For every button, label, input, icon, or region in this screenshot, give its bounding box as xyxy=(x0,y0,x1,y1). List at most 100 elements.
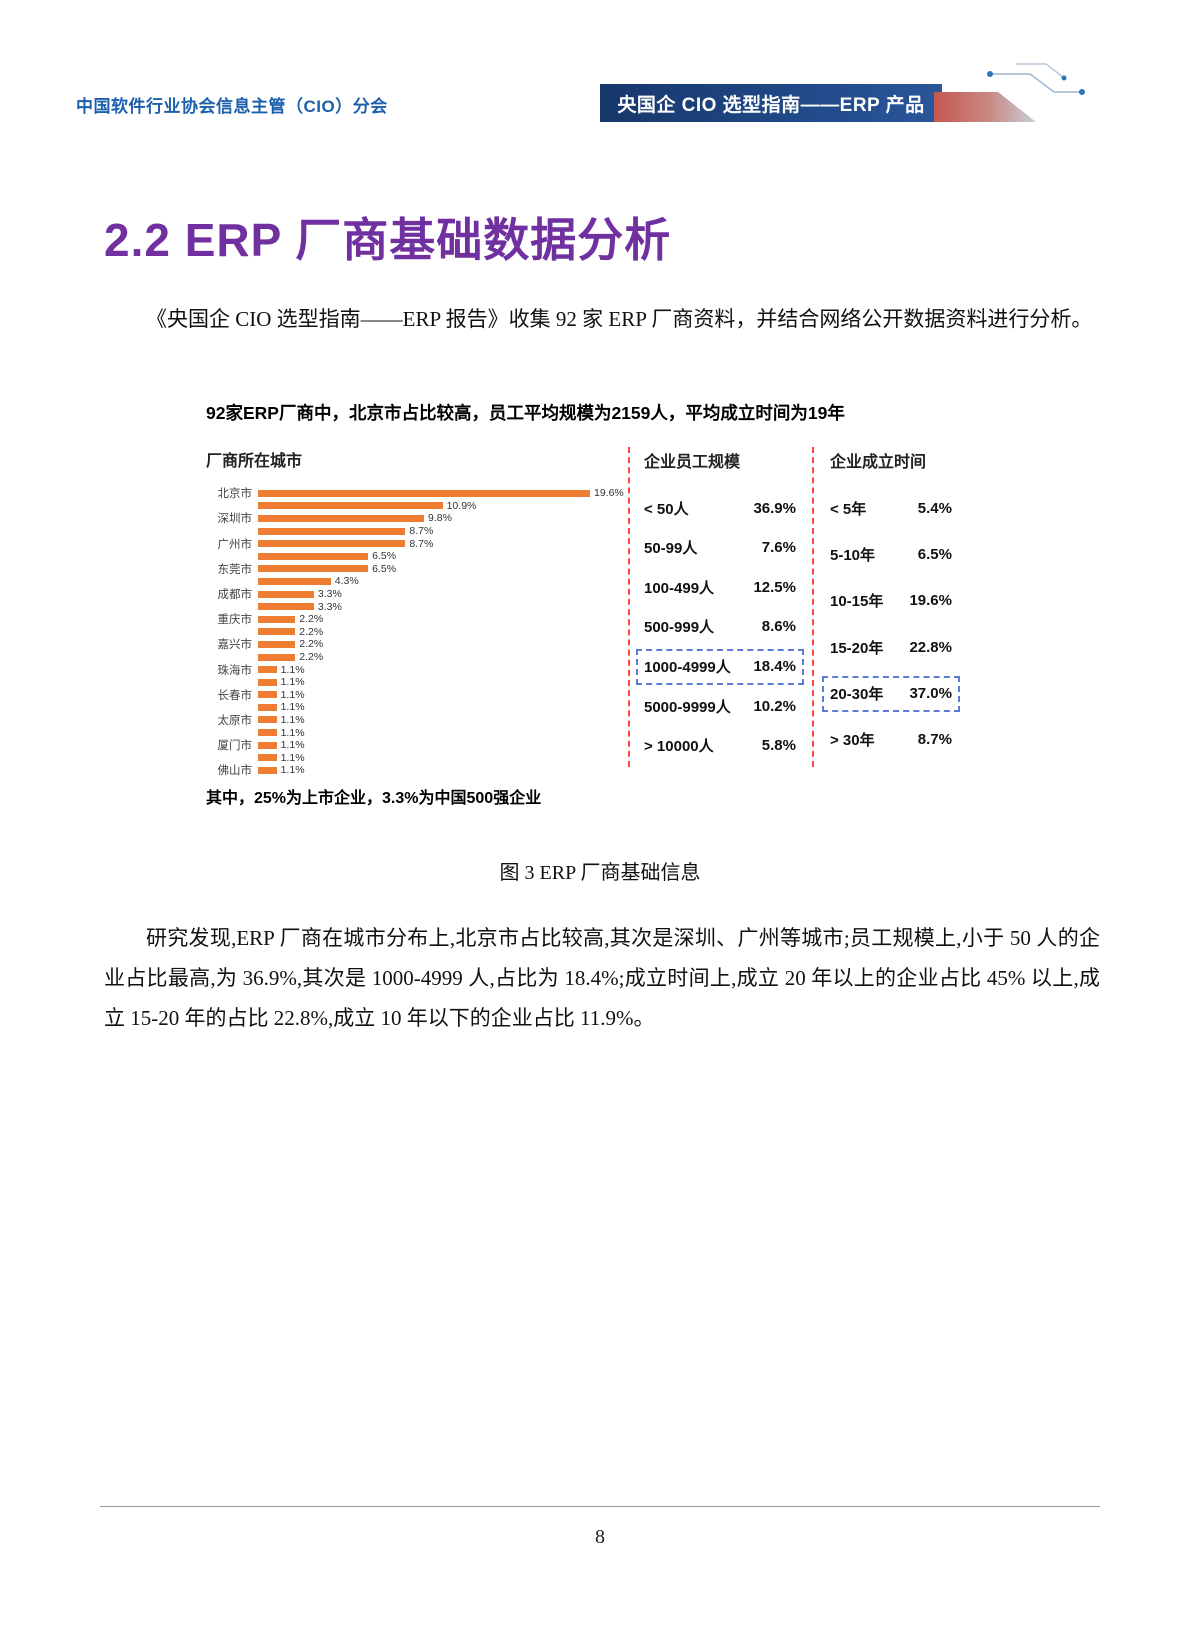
bar xyxy=(258,502,443,510)
stat-row: 5-10年 6.5% xyxy=(830,544,952,564)
chart-note: 其中，25%为上市企业，3.3%为中国500强企业 xyxy=(206,790,542,807)
bar xyxy=(258,691,277,699)
bar-row: 太原市 1.1% xyxy=(206,714,636,727)
bar-row: 重庆市 2.2% xyxy=(206,613,636,626)
bar-row: 2.2% xyxy=(206,626,636,639)
stat-row: 50-99人 7.6% xyxy=(644,538,796,558)
bar xyxy=(258,552,369,560)
bar-city-label: 成都市 xyxy=(217,589,253,602)
bar-value: 19.6% xyxy=(594,487,624,500)
bar-row: 北京市 19.6% xyxy=(206,487,636,500)
bar-value: 1.1% xyxy=(280,701,305,714)
bar-value: 2.2% xyxy=(299,651,324,664)
footer-divider xyxy=(100,1506,1100,1507)
bar xyxy=(258,640,296,648)
bar xyxy=(258,565,369,573)
stat-value: 8.6% xyxy=(761,618,796,636)
bar-row: 长春市 1.1% xyxy=(206,689,636,702)
bar xyxy=(258,754,277,762)
bar-row: 成都市 3.3% xyxy=(206,588,636,601)
bar-value: 3.3% xyxy=(317,600,342,613)
association-header: 中国软件行业协会信息主管（CIO）分会 xyxy=(76,97,388,116)
bar-city-label: 深圳市 xyxy=(217,513,253,526)
bar-row: 2.2% xyxy=(206,651,636,664)
bar-city-label: 太原市 xyxy=(217,714,253,727)
bar-row: 厦门市 1.1% xyxy=(206,739,636,752)
stat-row: 20-30年 37.0% xyxy=(822,675,960,712)
stat-label: < 5年 xyxy=(830,500,867,518)
employee-size-column: 企业员工规模 < 50人 36.9% 50-99人 7.6% 100-499人 12.5%… xyxy=(636,448,804,756)
bar-value: 8.7% xyxy=(409,537,434,550)
bar-value: 2.2% xyxy=(299,613,324,626)
stat-value: 5.4% xyxy=(917,499,952,517)
stat-label: 15-20年 xyxy=(830,639,884,657)
bar-row: 10.9% xyxy=(206,500,636,513)
bar xyxy=(258,653,296,661)
bar xyxy=(258,489,590,497)
stat-row: < 50人 36.9% xyxy=(644,498,796,518)
city-chart-title: 厂商所在城市 xyxy=(206,453,303,470)
bar-row: 1.1% xyxy=(206,751,636,764)
stat-label: > 10000人 xyxy=(644,738,714,756)
employee-stat-rows: < 50人 36.9% 50-99人 7.6% 100-499人 12.5% 500-999… xyxy=(636,498,804,756)
stat-label: 1000-4999人 xyxy=(644,659,731,677)
stat-label: 20-30年 xyxy=(830,686,884,704)
stat-label: 500-999人 xyxy=(644,619,715,637)
stat-label: 5-10年 xyxy=(830,546,876,564)
bar-value: 1.1% xyxy=(280,688,305,701)
bar-city-label: 珠海市 xyxy=(217,664,253,677)
section-title: 2.2 ERP 厂商基础数据分析 xyxy=(104,214,672,266)
bar-row: 佛山市 1.1% xyxy=(206,764,636,777)
figure-caption: 图 3 ERP 厂商基础信息 xyxy=(499,862,701,884)
bar-city-label: 佛山市 xyxy=(217,765,253,778)
stat-row: > 10000人 5.8% xyxy=(644,736,796,756)
bar xyxy=(258,527,406,535)
stat-value: 36.9% xyxy=(753,499,796,517)
bar-value: 2.2% xyxy=(299,625,324,638)
stat-label: 100-499人 xyxy=(644,579,715,597)
bar xyxy=(258,540,406,548)
stat-value: 37.0% xyxy=(909,685,952,703)
bar xyxy=(258,615,296,623)
stat-value: 7.6% xyxy=(761,539,796,557)
chart-headline: 92家ERP厂商中，北京市占比较高，员工平均规模为2159人，平均成立时间为19… xyxy=(206,403,845,423)
bar-row: 4.3% xyxy=(206,575,636,588)
stat-value: 12.5% xyxy=(753,578,796,596)
bar xyxy=(258,678,277,686)
stat-row: 5000-9999人 10.2% xyxy=(644,696,796,716)
bar-city-label: 厦门市 xyxy=(217,740,253,753)
bar xyxy=(258,766,277,774)
stat-label: > 30年 xyxy=(830,732,875,750)
bar-row: 广州市 8.7% xyxy=(206,537,636,551)
stat-row: < 5年 5.4% xyxy=(830,498,952,518)
bar xyxy=(258,603,314,611)
bar xyxy=(258,741,277,749)
page-number: 8 xyxy=(595,1526,605,1548)
employee-size-title: 企业员工规模 xyxy=(644,454,741,471)
bar-value: 9.8% xyxy=(428,512,452,525)
bar-value: 1.1% xyxy=(280,676,305,689)
bar-row: 嘉兴市 2.2% xyxy=(206,638,636,651)
stat-label: 50-99人 xyxy=(644,540,698,558)
report-banner-label: 央国企 CIO 选型指南——ERP 产品 xyxy=(617,94,925,116)
bar xyxy=(258,577,331,585)
report-banner: 央国企 CIO 选型指南——ERP 产品 xyxy=(600,84,942,122)
intro-paragraph: 《央国企 CIO 选型指南——ERP 报告》收集 92 家 ERP 厂商资料，并… xyxy=(146,307,1093,331)
bar xyxy=(258,729,277,737)
bar-value: 8.7% xyxy=(409,525,434,538)
stat-row: 15-20年 22.8% xyxy=(830,637,952,657)
stat-label: 10-15年 xyxy=(830,593,884,611)
bar-value: 2.2% xyxy=(299,638,324,651)
bar-value: 1.1% xyxy=(280,726,305,739)
bar xyxy=(258,666,277,674)
stat-row: > 30年 8.7% xyxy=(830,730,952,750)
bar-value: 4.3% xyxy=(334,575,359,588)
stat-value: 6.5% xyxy=(917,545,952,563)
bar-value: 3.3% xyxy=(317,588,342,601)
bar-row: 8.7% xyxy=(206,525,636,538)
red-dashed-divider-left xyxy=(628,447,630,767)
bar-row: 珠海市 1.1% xyxy=(206,663,636,677)
bar-row: 1.1% xyxy=(206,726,636,739)
stat-row: 500-999人 8.6% xyxy=(644,617,796,637)
city-bar-chart: 厂商所在城市 北京市 19.6% 10.9% 深圳市 9.8% 8.7% 广州市 8.7% 6.… xyxy=(206,447,636,777)
